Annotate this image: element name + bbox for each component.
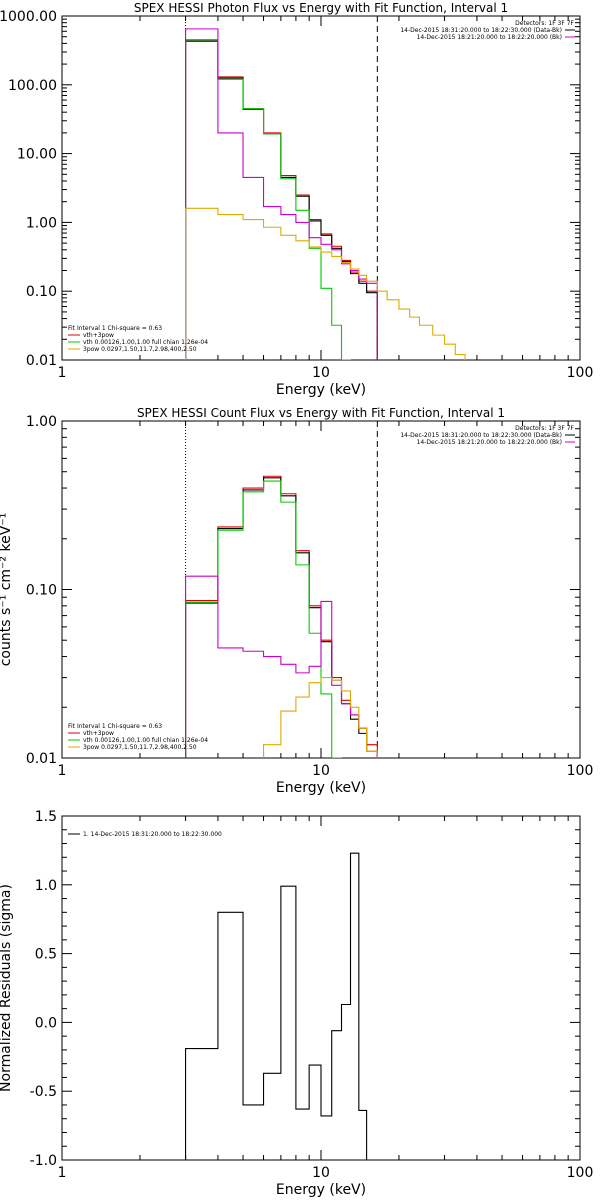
x-tick-label: 1 — [58, 1165, 67, 1181]
legend-entry: Fit Interval 1 Chi-square = 0.63 — [68, 723, 162, 730]
y-tick-label: 0.01 — [26, 353, 57, 369]
legend-entry: 14-Dec-2015 18:31:20.000 to 18:22:30.000… — [400, 432, 562, 439]
y-tick-label: 0.01 — [26, 751, 57, 767]
plot-frame — [61, 15, 581, 361]
series-data-bk — [185, 40, 378, 360]
y-tick-label: 1.00 — [26, 414, 57, 430]
legend-entry: vth+3pow — [83, 332, 114, 339]
y-tick-label: 0.5 — [35, 947, 57, 963]
legend-entry: vth+3pow — [83, 730, 114, 737]
legend-entry: 14-Dec-2015 18:31:20.000 to 18:22:30.000… — [400, 27, 562, 34]
x-axis-label: Energy (keV) — [276, 382, 366, 398]
legend-entry: 14-Dec-2015 18:21:20.000 to 18:22:20.000… — [417, 34, 562, 41]
x-tick-label: 100 — [567, 365, 594, 381]
chart-panel-2: SPEX HESSI Count Flux vs Energy with Fit… — [0, 406, 593, 796]
legend-entry: vth 0.00126,1.00,1.00 full chian 1.26e-0… — [83, 737, 208, 744]
y-tick-label: 1000.00 — [0, 9, 57, 25]
series-vth-3pow — [185, 475, 378, 758]
legend-entry: Fit Interval 1 Chi-square = 0.63 — [68, 325, 162, 332]
series-vth — [185, 480, 343, 758]
y-tick-label: 0.0 — [35, 1015, 57, 1031]
x-tick-label: 10 — [312, 1165, 330, 1181]
y-tick-label: 1.00 — [26, 215, 57, 231]
y-tick-label: 0.10 — [26, 284, 57, 300]
y-tick-label: 10.00 — [17, 147, 57, 163]
series-bk — [185, 28, 378, 360]
chart-panel-1: SPEX HESSI Photon Flux vs Energy with Fi… — [0, 1, 593, 398]
x-tick-label: 1 — [58, 763, 67, 779]
chart-title: SPEX HESSI Photon Flux vs Energy with Fi… — [134, 1, 508, 15]
legend-entry: Detectors: 1F 3F 7F — [515, 20, 574, 27]
x-tick-label: 100 — [567, 1165, 594, 1181]
y-tick-label: -0.5 — [30, 1084, 57, 1100]
series-residuals — [185, 852, 368, 1160]
series-data-bk — [185, 477, 378, 758]
y-tick-label: -1.0 — [30, 1153, 57, 1169]
series-bk — [185, 575, 378, 758]
y-axis-label: counts s⁻¹ cm⁻² keV⁻¹ — [0, 513, 14, 667]
y-tick-label: 1.0 — [35, 878, 57, 894]
legend-entry: Detectors: 1F 3F 7F — [515, 425, 574, 432]
x-tick-label: 10 — [312, 763, 330, 779]
series-3pow — [185, 207, 466, 360]
chart-panel-3: 1 10 100 -1.0 -0.5 0.0 0.5 1.0 1.5 Energy (keV) No… — [0, 809, 593, 1198]
x-tick-label: 1 — [58, 365, 67, 381]
legend-entry: 14-Dec-2015 18:21:20.000 to 18:22:20.000… — [417, 439, 562, 446]
x-tick-label: 100 — [567, 763, 594, 779]
x-axis-label: Energy (keV) — [276, 780, 366, 796]
y-tick-label: 0.10 — [26, 583, 57, 599]
legend-entry: 1. 14-Dec-2015 18:31:20.000 to 18:22:30.… — [83, 831, 222, 838]
series-vth — [185, 39, 352, 360]
legend-entry: vth 0.00126,1.00,1.00 full chian 1.26e-0… — [83, 339, 208, 346]
plot-frame — [61, 420, 581, 759]
x-tick-label: 10 — [312, 365, 330, 381]
y-tick-label: 100.00 — [8, 78, 57, 94]
legend-entry: 3pow 0.0297,1.50,11.7,2.98,400,2.50 — [83, 744, 197, 751]
series-3pow — [262, 677, 378, 758]
y-axis-label: Normalized Residuals (sigma) — [0, 884, 14, 1092]
y-tick-label: 1.5 — [35, 809, 57, 825]
series-vth-3pow — [185, 39, 378, 360]
chart-title: SPEX HESSI Count Flux vs Energy with Fit… — [137, 406, 505, 420]
legend-entry: 3pow 0.0297,1.50,11.7,2.98,400,2.50 — [83, 346, 197, 353]
x-axis-label: Energy (keV) — [276, 1182, 366, 1198]
